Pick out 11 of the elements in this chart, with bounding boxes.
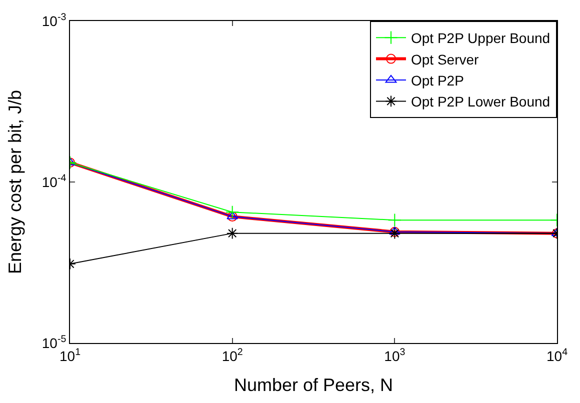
y-tick-label: 10$^{-3}$: [42, 12, 67, 29]
x-axis-title: Number of Peers, N: [234, 374, 394, 395]
legend-label: Opt P2P: [411, 72, 464, 88]
legend-label: Opt P2P Upper Bound: [411, 30, 550, 46]
x-tick-label: 10$^{3}$: [384, 346, 406, 364]
x-tick-label: 10$^{4}$: [546, 346, 568, 364]
legend-label: Opt Server: [411, 51, 480, 68]
x-tick-label: 10$^{2}$: [222, 346, 243, 364]
legend-label: Opt P2P Lower Bound: [411, 94, 550, 110]
y-tick-label: 10$^{-4}$: [42, 173, 67, 190]
y-axis-title: Energy cost per bit, J/b: [5, 90, 26, 274]
